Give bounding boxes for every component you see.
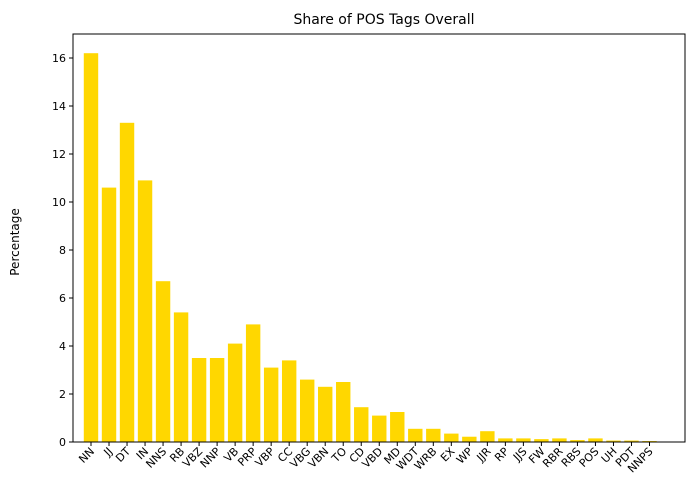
- bar-vbp: [263, 367, 279, 442]
- bar-rbr: [552, 438, 567, 442]
- y-tick-label: 14: [52, 100, 66, 113]
- x-tick-label: WP: [454, 445, 476, 467]
- bars-group: [83, 53, 657, 443]
- x-tick-label: TO: [329, 445, 350, 466]
- x-tick-label: RP: [492, 445, 512, 465]
- x-tick-label: DT: [113, 445, 133, 465]
- x-tick-label: NN: [76, 445, 97, 466]
- y-axis: 0 2 4 6 8 10 12 14 16: [52, 52, 73, 449]
- bar-cc: [281, 360, 297, 442]
- x-tick-label: VBP: [253, 445, 278, 470]
- bar-prp: [245, 324, 261, 442]
- bar-md: [390, 412, 405, 442]
- bar-nns: [155, 281, 171, 442]
- y-tick-label: 10: [52, 196, 66, 209]
- bar-cd: [354, 407, 369, 442]
- y-tick-label: 0: [59, 436, 66, 449]
- bar-nnp: [209, 358, 225, 442]
- x-tick-label: JJ: [101, 445, 115, 459]
- y-tick-label: 2: [59, 388, 66, 401]
- bar-uh: [606, 440, 621, 442]
- plot-frame: [72, 33, 686, 443]
- y-tick-label: 8: [59, 244, 66, 257]
- bar-rbs: [570, 440, 585, 442]
- bar-pdt: [624, 440, 639, 442]
- bar-jj: [101, 187, 117, 442]
- bar-in: [137, 180, 153, 442]
- y-axis-label: Percentage: [8, 208, 22, 276]
- bar-vbg: [299, 379, 315, 442]
- bar-jjr: [480, 431, 495, 442]
- x-tick-label: POS: [577, 445, 602, 470]
- bar-rp: [498, 438, 513, 442]
- x-tick-label: NNP: [198, 445, 224, 471]
- bar-wdt: [408, 428, 423, 442]
- bar-nn: [83, 53, 99, 442]
- bar-dt: [119, 122, 135, 443]
- y-tick-label: 12: [52, 148, 66, 161]
- bar-rb: [173, 312, 189, 442]
- bar-vbz: [191, 358, 207, 442]
- bar-ex: [444, 433, 459, 442]
- bar-wrb: [426, 428, 441, 442]
- y-tick-label: 6: [59, 292, 66, 305]
- bar-fw: [534, 439, 549, 442]
- bar-wp: [462, 436, 477, 442]
- y-tick-label: 4: [59, 340, 66, 353]
- x-tick-label: VBN: [306, 445, 332, 471]
- x-tick-label: JJR: [474, 445, 494, 465]
- bar-to: [336, 382, 351, 442]
- bar-vb: [227, 343, 243, 442]
- bar-pos: [588, 438, 603, 442]
- bar-vbn: [318, 386, 333, 442]
- bar-vbd: [372, 415, 387, 442]
- chart-title: Share of POS Tags Overall: [293, 12, 474, 28]
- x-tick-label: EX: [438, 445, 458, 465]
- bar-jjs: [516, 438, 531, 442]
- x-tick-label: NNS: [143, 445, 169, 471]
- x-tick-label: JJS: [510, 445, 529, 464]
- y-tick-label: 16: [52, 52, 66, 65]
